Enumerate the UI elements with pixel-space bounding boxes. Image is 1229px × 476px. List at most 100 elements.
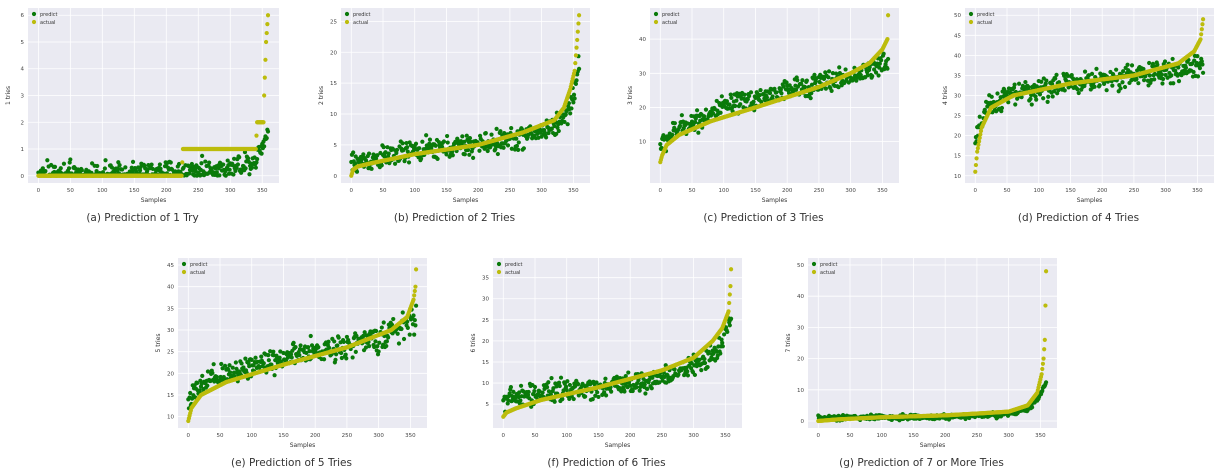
actual-point: [179, 173, 184, 178]
predict-point: [102, 166, 107, 171]
predict-point: [758, 88, 763, 93]
predict-point: [565, 122, 570, 127]
y-tick-label: 35: [954, 73, 961, 79]
predict-point: [1155, 62, 1160, 67]
predict-point: [711, 351, 716, 356]
predict-point: [495, 151, 500, 157]
predict-point: [264, 136, 269, 141]
x-tick-label: 300: [225, 188, 236, 194]
predict-point: [146, 162, 151, 168]
series-predict: [349, 54, 582, 174]
x-tick-label: 200: [473, 188, 484, 194]
predict-point: [532, 384, 538, 390]
x-axis-label: Samples: [1077, 197, 1103, 204]
x-tick-label: 100: [409, 188, 420, 194]
actual-point: [1199, 32, 1204, 37]
predict-point: [722, 332, 727, 337]
predict-point: [566, 101, 572, 106]
predict-point: [1082, 83, 1087, 89]
y-tick-label: 50: [954, 13, 961, 19]
predict-point: [623, 374, 628, 379]
actual-point: [728, 283, 733, 289]
predict-point: [247, 363, 252, 369]
predict-point: [137, 168, 143, 173]
predict-point: [571, 92, 577, 97]
actual-point: [976, 139, 982, 144]
y-axis-label: 1 tries: [5, 86, 12, 105]
x-tick-label: 300: [536, 188, 547, 194]
predict-point: [261, 361, 266, 366]
y-tick-label: 40: [639, 37, 646, 43]
predict-point: [255, 156, 260, 162]
predict-point: [188, 390, 193, 396]
predict-point: [396, 341, 402, 346]
x-axis-label: Samples: [141, 197, 167, 204]
predict-point: [339, 355, 344, 361]
x-tick-label: 50: [689, 188, 696, 194]
predict-point: [211, 362, 216, 367]
predict-point: [149, 162, 154, 167]
predict-point: [562, 119, 567, 125]
predict-point: [375, 153, 380, 158]
predict-point: [738, 102, 743, 107]
chart-panel-6: 0 50 100 150 200 250 300 350 0 10 20 30 40 50 Samples 7…: [780, 250, 1063, 459]
x-tick-label: 150: [750, 188, 761, 194]
predict-point: [494, 126, 499, 131]
predict-point: [836, 85, 841, 90]
predict-point: [1141, 78, 1147, 83]
predict-point: [873, 70, 879, 75]
predict-point: [1136, 81, 1141, 86]
predict-point: [833, 71, 839, 76]
predict-point: [281, 350, 286, 356]
predict-point: [1037, 92, 1043, 97]
predict-point: [506, 398, 511, 403]
predict-point: [1150, 61, 1156, 66]
actual-point: [1198, 37, 1203, 42]
predict-point: [157, 162, 162, 167]
predict-point: [733, 103, 738, 109]
predict-point: [719, 337, 724, 342]
x-tick-label: 350: [1035, 433, 1046, 439]
predict-point: [435, 156, 440, 162]
legend-label-predict: predict: [662, 12, 680, 18]
legend-marker-predict: [968, 11, 974, 17]
predict-point: [129, 165, 134, 170]
predict-point: [1195, 74, 1201, 79]
predict-point: [45, 158, 50, 163]
predict-point: [702, 360, 708, 366]
predict-point: [404, 140, 409, 146]
y-tick-label: 2: [21, 120, 25, 126]
predict-point: [343, 352, 348, 357]
actual-point: [973, 162, 979, 168]
predict-point: [374, 328, 379, 334]
series-actual: [349, 13, 582, 178]
predict-point: [672, 367, 677, 372]
predict-point: [230, 163, 235, 168]
predict-point: [483, 131, 488, 136]
predict-point: [1002, 88, 1007, 93]
y-tick-label: 45: [954, 33, 961, 39]
predict-point: [793, 87, 799, 92]
predict-point: [291, 340, 296, 345]
actual-point: [885, 37, 890, 42]
x-tick-label: 200: [625, 433, 636, 439]
predict-point: [210, 370, 215, 376]
predict-point: [138, 164, 143, 170]
predict-point: [234, 366, 239, 371]
y-tick-label: 35: [482, 276, 489, 282]
predict-point: [214, 374, 219, 380]
predict-point: [222, 363, 228, 368]
predict-point: [189, 161, 194, 167]
predict-point: [309, 343, 315, 348]
predict-point: [764, 95, 769, 100]
predict-point: [1034, 84, 1039, 89]
predict-point: [555, 125, 560, 130]
predict-point: [748, 90, 754, 95]
plot-area: [808, 258, 1057, 428]
predict-point: [379, 163, 384, 168]
predict-point: [467, 152, 472, 157]
predict-point: [837, 65, 842, 70]
actual-point: [574, 45, 579, 50]
predict-point: [693, 120, 698, 125]
